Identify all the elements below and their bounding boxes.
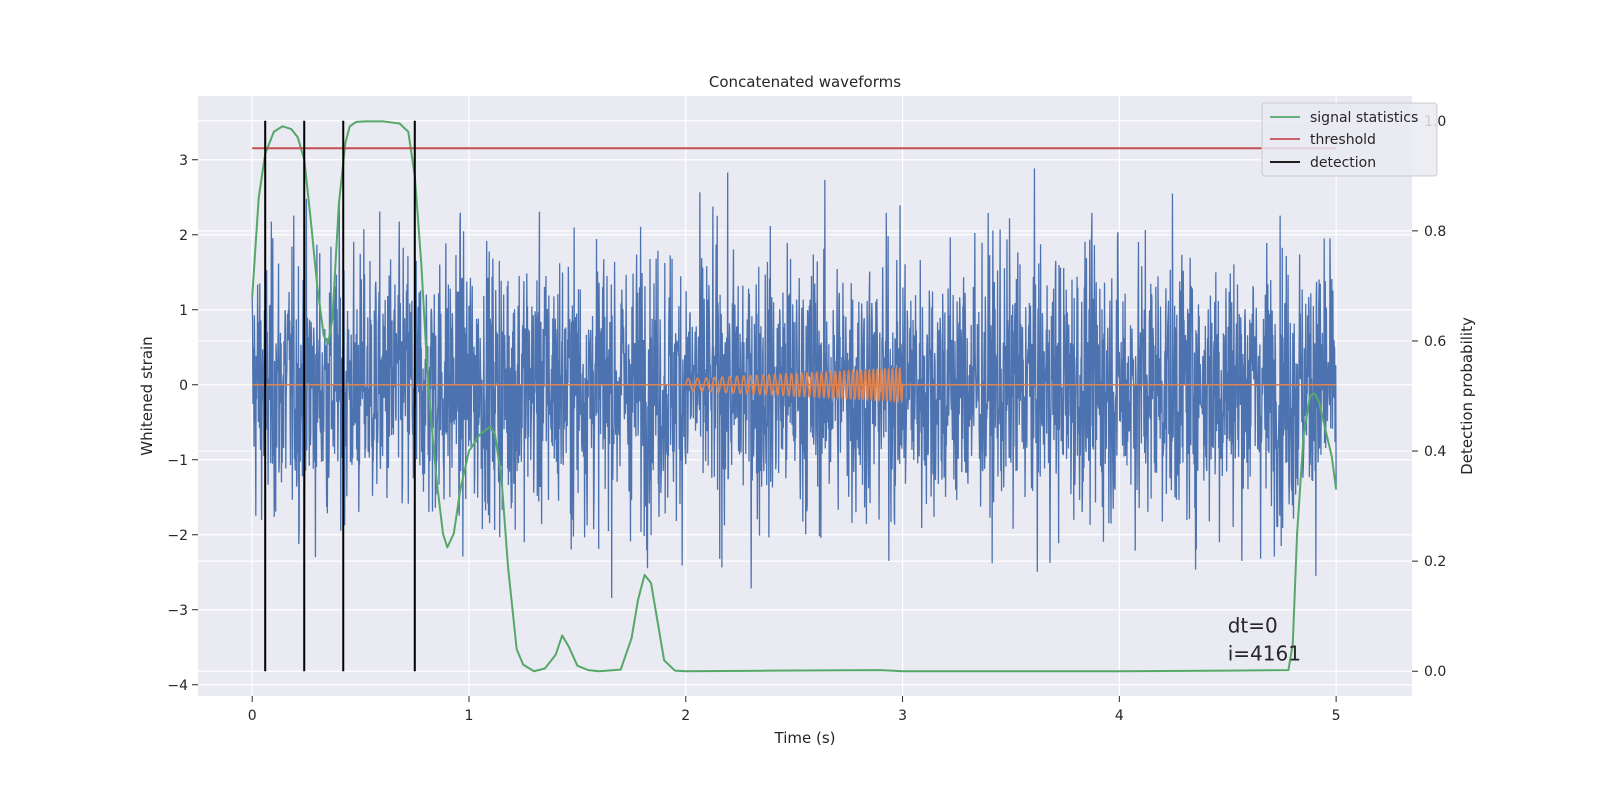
x-axis: 0 1 2 3 4 5 xyxy=(248,696,1341,724)
injected-waveform-line xyxy=(684,366,904,404)
y-tick-label: −2 xyxy=(167,528,188,544)
x-tick-label: 3 xyxy=(898,708,907,724)
legend-label-threshold: threshold xyxy=(1310,132,1376,148)
legend: signal statistics threshold detection xyxy=(1261,102,1438,177)
y-tick-label: 1 xyxy=(179,303,188,319)
y-tick-label: −1 xyxy=(167,453,188,469)
y-tick-label: −3 xyxy=(167,603,188,619)
annotation: dt=0 i=4161 xyxy=(1228,613,1301,665)
y-axis-left: −4 −3 −2 −1 0 1 2 3 xyxy=(167,153,198,694)
legend-box xyxy=(1261,102,1438,177)
legend-label-signal-statistics: signal statistics xyxy=(1310,110,1418,126)
chart-title: Concatenated waveforms xyxy=(709,73,901,91)
plot-content xyxy=(251,120,1338,673)
x-tick-label: 1 xyxy=(465,708,474,724)
annotation-line-index: i=4161 xyxy=(1228,641,1301,665)
series-group xyxy=(251,120,1338,673)
noise-series-line xyxy=(251,168,1337,598)
legend-label-detection: detection xyxy=(1310,155,1376,171)
annotation-line-dt: dt=0 xyxy=(1228,613,1278,637)
x-tick-label: 2 xyxy=(681,708,690,724)
y2-tick-label: 0.4 xyxy=(1424,444,1446,460)
y-axis-label: Whitened strain xyxy=(138,336,156,455)
x-tick-label: 0 xyxy=(248,708,257,724)
y-tick-label: 3 xyxy=(179,153,188,169)
x-tick-label: 4 xyxy=(1115,708,1124,724)
y2-tick-label: 0.0 xyxy=(1424,664,1446,680)
y-tick-label: −4 xyxy=(167,678,188,694)
signal-statistics-line xyxy=(251,120,1338,673)
x-axis-label: Time (s) xyxy=(774,729,836,747)
y2-tick-label: 0.6 xyxy=(1424,334,1446,350)
y2-tick-label: 0.2 xyxy=(1424,554,1446,570)
y-tick-label: 2 xyxy=(179,228,188,244)
y2-tick-label: 0.8 xyxy=(1424,224,1446,240)
y-tick-label: 0 xyxy=(179,378,188,394)
x-tick-label: 5 xyxy=(1332,708,1341,724)
y2-axis-label: Detection probability xyxy=(1458,317,1476,475)
